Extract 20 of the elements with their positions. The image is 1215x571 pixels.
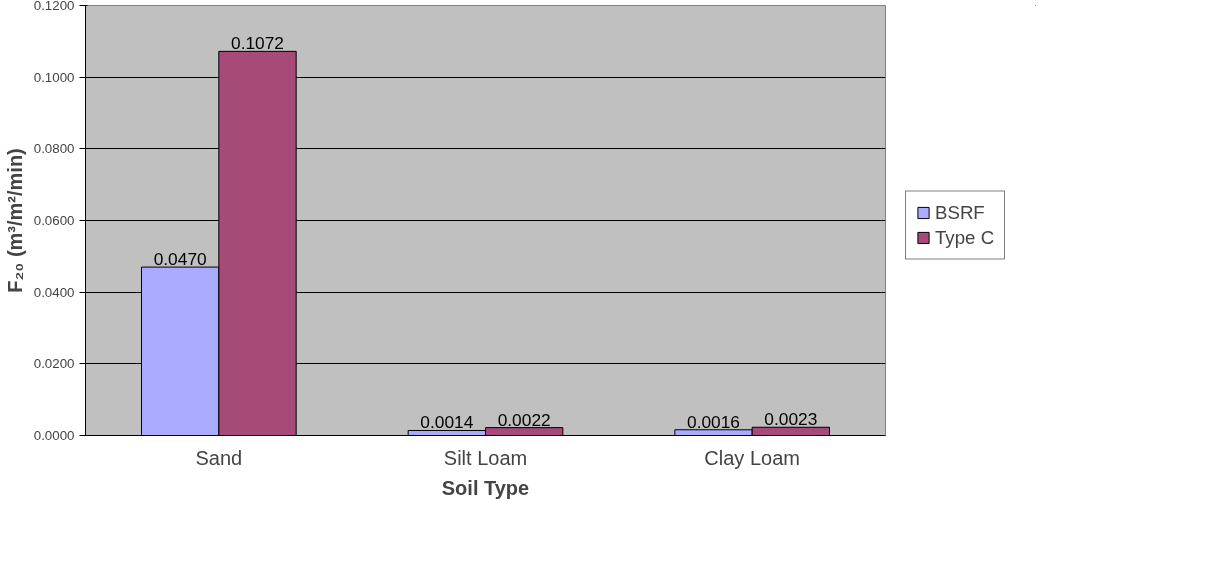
legend-label: BSRF (935, 201, 985, 223)
y-tick-label: 0.0400 (33, 284, 75, 300)
x-axis-title: Soil Type (441, 476, 530, 499)
data-label: 0.0470 (153, 249, 207, 270)
data-label: 0.0023 (764, 409, 818, 430)
y-tick-label: 0.0800 (33, 141, 75, 157)
y-tick-label: 0.0600 (33, 213, 75, 228)
x-tick-label: Silt Loam (443, 446, 528, 469)
data-label: 0.1072 (231, 33, 284, 54)
data-label: 0.0022 (497, 409, 551, 430)
y-tick-label: 0.1000 (33, 69, 75, 85)
y-axis-title: F₂₀ (m³/m²/min) (3, 148, 26, 293)
data-label: 0.0016 (687, 411, 740, 432)
data-label: 0.0014 (420, 412, 474, 433)
y-tick-label: 0.0000 (33, 428, 75, 443)
x-tick-label: Clay Loam (704, 446, 800, 469)
legend-label: Type C (935, 226, 995, 248)
y-tick-label: 0.0200 (33, 356, 75, 372)
x-tick-label: Sand (195, 446, 243, 469)
y-tick-label: 0.1200 (33, 0, 75, 13)
